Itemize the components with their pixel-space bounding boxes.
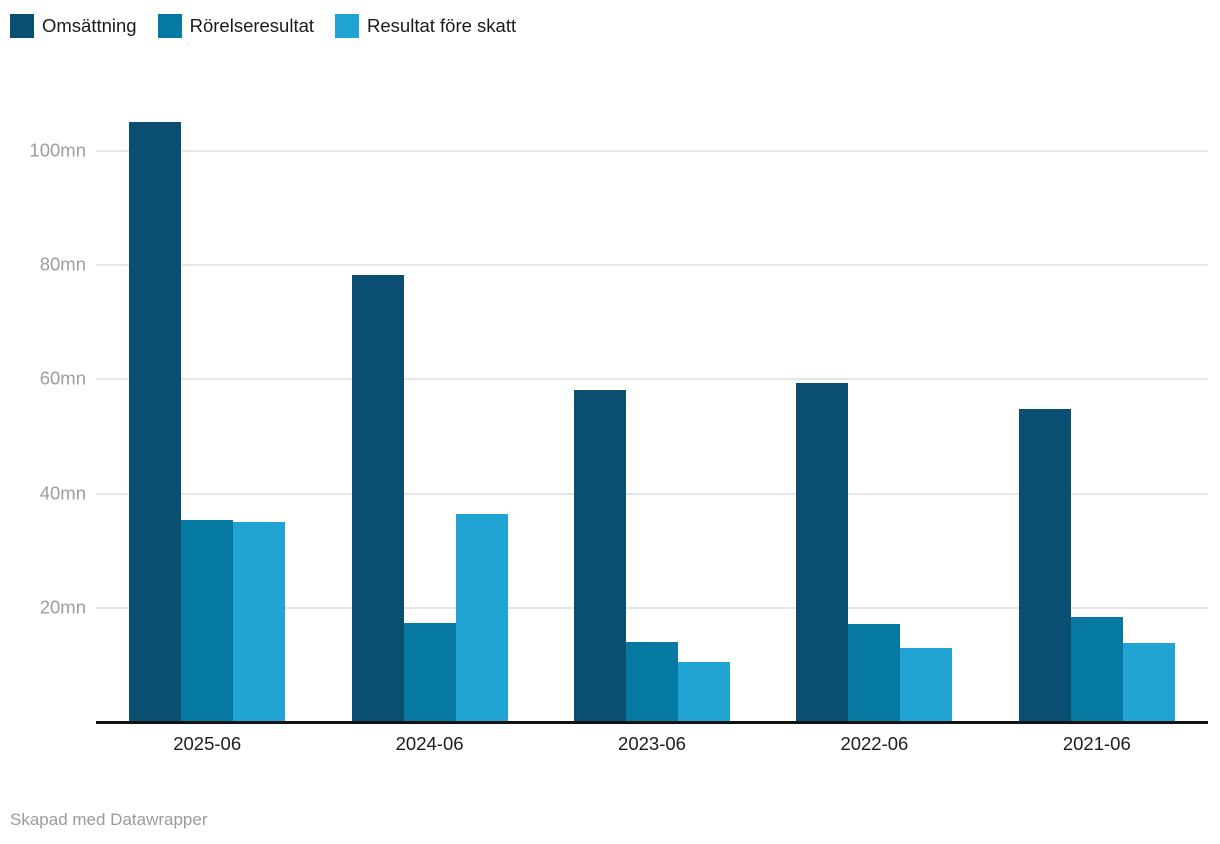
legend-label: Resultat före skatt bbox=[367, 15, 517, 36]
bar[interactable] bbox=[626, 642, 678, 723]
legend-swatch-icon bbox=[10, 14, 34, 38]
legend-swatch-icon bbox=[157, 14, 182, 38]
x-axis-category-label: 2023-06 bbox=[618, 733, 686, 754]
bar[interactable] bbox=[233, 522, 285, 723]
legend: Omsättning Rörelseresultat Resultat före s… bbox=[10, 14, 516, 38]
x-axis-category-label: 2025-06 bbox=[173, 733, 242, 754]
legend-swatch-icon bbox=[335, 14, 360, 38]
legend-item-1: Omsättning bbox=[10, 14, 137, 38]
bar[interactable] bbox=[796, 383, 848, 723]
bar[interactable] bbox=[129, 122, 181, 723]
gridline-60 bbox=[96, 378, 1208, 381]
legend-item-3: Resultat före skatt bbox=[335, 14, 516, 38]
bar[interactable] bbox=[404, 623, 456, 723]
bar[interactable] bbox=[1123, 643, 1175, 723]
legend-label: Omsättning bbox=[42, 15, 137, 36]
x-axis-category-label: 2022-06 bbox=[840, 733, 909, 754]
x-axis-category-label: 2024-06 bbox=[395, 733, 464, 754]
bar[interactable] bbox=[900, 648, 952, 723]
y-axis-tick-label: 80mn bbox=[39, 253, 86, 275]
legend-label: Rörelseresultat bbox=[189, 15, 315, 36]
y-axis-tick-label: 60mn bbox=[39, 367, 86, 389]
bar[interactable] bbox=[181, 520, 233, 723]
bar[interactable] bbox=[678, 662, 730, 723]
x-axis-category-label: 2021-06 bbox=[1062, 733, 1131, 754]
gridline-40 bbox=[96, 492, 1208, 495]
y-axis-tick-label: 40mn bbox=[39, 482, 86, 504]
bar[interactable] bbox=[1019, 409, 1071, 723]
bar[interactable] bbox=[456, 514, 508, 723]
x-axis-baseline bbox=[96, 721, 1208, 724]
gridline-100 bbox=[96, 149, 1208, 152]
y-axis-tick-label: 20mn bbox=[39, 596, 86, 618]
datawrapper-credit-link[interactable]: Skapad med Datawrapper bbox=[10, 810, 208, 829]
bar[interactable] bbox=[574, 390, 626, 723]
y-axis-tick-label: 100mn bbox=[29, 139, 86, 161]
bar[interactable] bbox=[848, 624, 900, 723]
bar[interactable] bbox=[352, 275, 404, 723]
gridline-20 bbox=[96, 606, 1208, 609]
bar[interactable] bbox=[1071, 617, 1123, 723]
gridline-80 bbox=[96, 264, 1208, 266]
legend-item-2: Rörelseresultat bbox=[157, 14, 315, 38]
